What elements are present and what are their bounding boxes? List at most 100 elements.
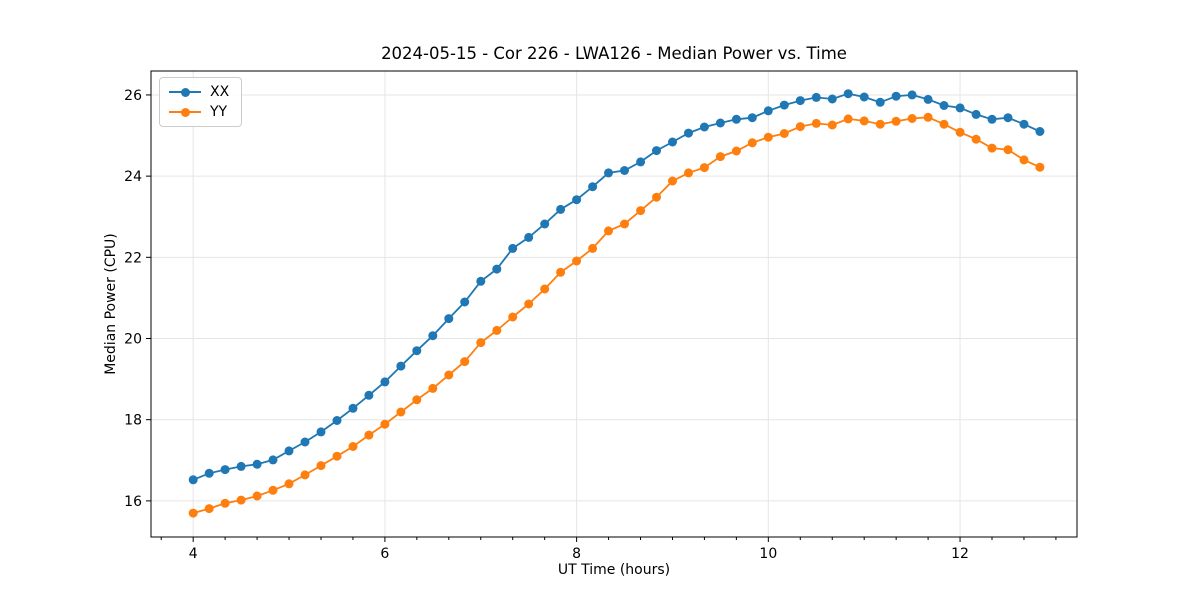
data-point-yy xyxy=(971,134,981,144)
data-point-xx xyxy=(636,157,646,167)
data-point-xx xyxy=(859,92,869,102)
data-point-yy xyxy=(604,226,613,236)
data-point-yy xyxy=(204,504,214,514)
data-point-yy xyxy=(827,120,837,130)
legend-dot-yy xyxy=(180,107,190,117)
data-point-yy xyxy=(1035,162,1045,172)
data-point-yy xyxy=(572,256,582,266)
data-point-yy xyxy=(332,451,342,461)
legend-label-xx: XX xyxy=(210,84,230,100)
x-tick-label: 12 xyxy=(951,546,969,562)
data-point-yy xyxy=(939,119,949,129)
data-point-xx xyxy=(476,276,486,286)
data-point-xx xyxy=(284,446,294,456)
y-tick-label: 18 xyxy=(124,413,142,429)
data-point-yy xyxy=(300,470,310,480)
data-point-yy xyxy=(476,338,486,348)
data-point-yy xyxy=(236,495,246,505)
data-point-yy xyxy=(731,146,741,156)
data-point-yy xyxy=(620,219,629,229)
data-point-xx xyxy=(923,94,933,104)
data-point-xx xyxy=(380,377,390,387)
data-point-yy xyxy=(779,129,789,138)
data-point-yy xyxy=(923,112,933,122)
data-point-xx xyxy=(843,89,853,99)
data-point-xx xyxy=(332,416,342,425)
data-point-xx xyxy=(795,96,805,106)
data-point-xx xyxy=(412,346,422,356)
data-point-yy xyxy=(268,485,278,495)
data-point-yy xyxy=(668,176,677,186)
data-point-yy xyxy=(460,357,470,367)
x-tick-label: 6 xyxy=(380,546,389,562)
data-point-yy xyxy=(540,284,550,294)
data-point-xx xyxy=(620,166,629,175)
data-point-xx xyxy=(731,114,741,124)
y-tick-label: 16 xyxy=(124,494,142,510)
data-point-xx xyxy=(460,297,470,307)
x-tick-label: 4 xyxy=(189,546,198,562)
data-point-xx xyxy=(316,427,326,437)
data-point-yy xyxy=(747,138,757,148)
data-point-yy xyxy=(684,168,693,178)
data-point-xx xyxy=(524,232,534,242)
y-tick-label: 26 xyxy=(124,88,142,104)
data-point-yy xyxy=(220,498,230,508)
data-point-xx xyxy=(652,146,661,156)
data-point-yy xyxy=(252,491,262,501)
y-axis-label: Median Power (CPU) xyxy=(103,233,119,375)
data-point-yy xyxy=(524,299,534,309)
data-point-xx xyxy=(348,403,358,413)
data-point-yy xyxy=(715,152,725,162)
data-point-yy xyxy=(907,114,917,123)
data-point-yy xyxy=(188,508,198,518)
data-point-xx xyxy=(715,118,725,128)
data-point-xx xyxy=(556,204,566,214)
x-axis-label: UT Time (hours) xyxy=(557,562,671,578)
data-point-xx xyxy=(1019,119,1029,129)
data-point-xx xyxy=(699,122,709,132)
data-point-yy xyxy=(843,114,853,124)
data-point-xx xyxy=(955,103,965,113)
data-point-xx xyxy=(1035,127,1045,136)
data-point-xx xyxy=(236,461,246,471)
data-point-yy xyxy=(636,206,646,216)
data-point-xx xyxy=(364,390,374,400)
data-point-xx xyxy=(492,264,502,274)
data-point-yy xyxy=(492,325,502,335)
data-point-yy xyxy=(396,407,406,417)
data-point-yy xyxy=(428,383,438,393)
data-point-yy xyxy=(763,132,773,142)
data-point-xx xyxy=(763,106,773,116)
data-point-xx xyxy=(891,91,901,101)
axes-frame xyxy=(150,70,1078,538)
data-point-xx xyxy=(572,195,582,205)
data-point-xx xyxy=(508,243,518,253)
data-point-yy xyxy=(556,267,566,277)
legend-label-yy: YY xyxy=(210,104,228,120)
data-point-yy xyxy=(1019,155,1029,165)
data-point-xx xyxy=(268,455,278,465)
data-point-yy xyxy=(1003,145,1013,155)
data-point-xx xyxy=(939,101,949,110)
data-point-xx xyxy=(971,109,981,119)
data-point-xx xyxy=(987,114,997,124)
data-point-yy xyxy=(891,116,901,126)
data-point-xx xyxy=(396,361,406,371)
x-tick-label: 10 xyxy=(759,546,777,562)
data-point-xx xyxy=(300,437,310,447)
data-point-xx xyxy=(827,94,837,104)
data-point-xx xyxy=(811,92,821,102)
series-line-yy xyxy=(192,116,1041,514)
legend-dot-xx xyxy=(180,87,190,97)
data-point-xx xyxy=(188,475,198,485)
legend-line-marker-icon-xx xyxy=(169,87,201,97)
series-line-xx xyxy=(192,92,1041,481)
legend-item-xx: XX xyxy=(169,85,229,99)
y-tick-label: 22 xyxy=(124,250,142,266)
data-point-yy xyxy=(987,143,997,153)
data-point-xx xyxy=(604,168,613,178)
data-point-yy xyxy=(795,122,805,132)
legend: XX YY xyxy=(159,77,243,127)
data-point-yy xyxy=(316,461,326,471)
